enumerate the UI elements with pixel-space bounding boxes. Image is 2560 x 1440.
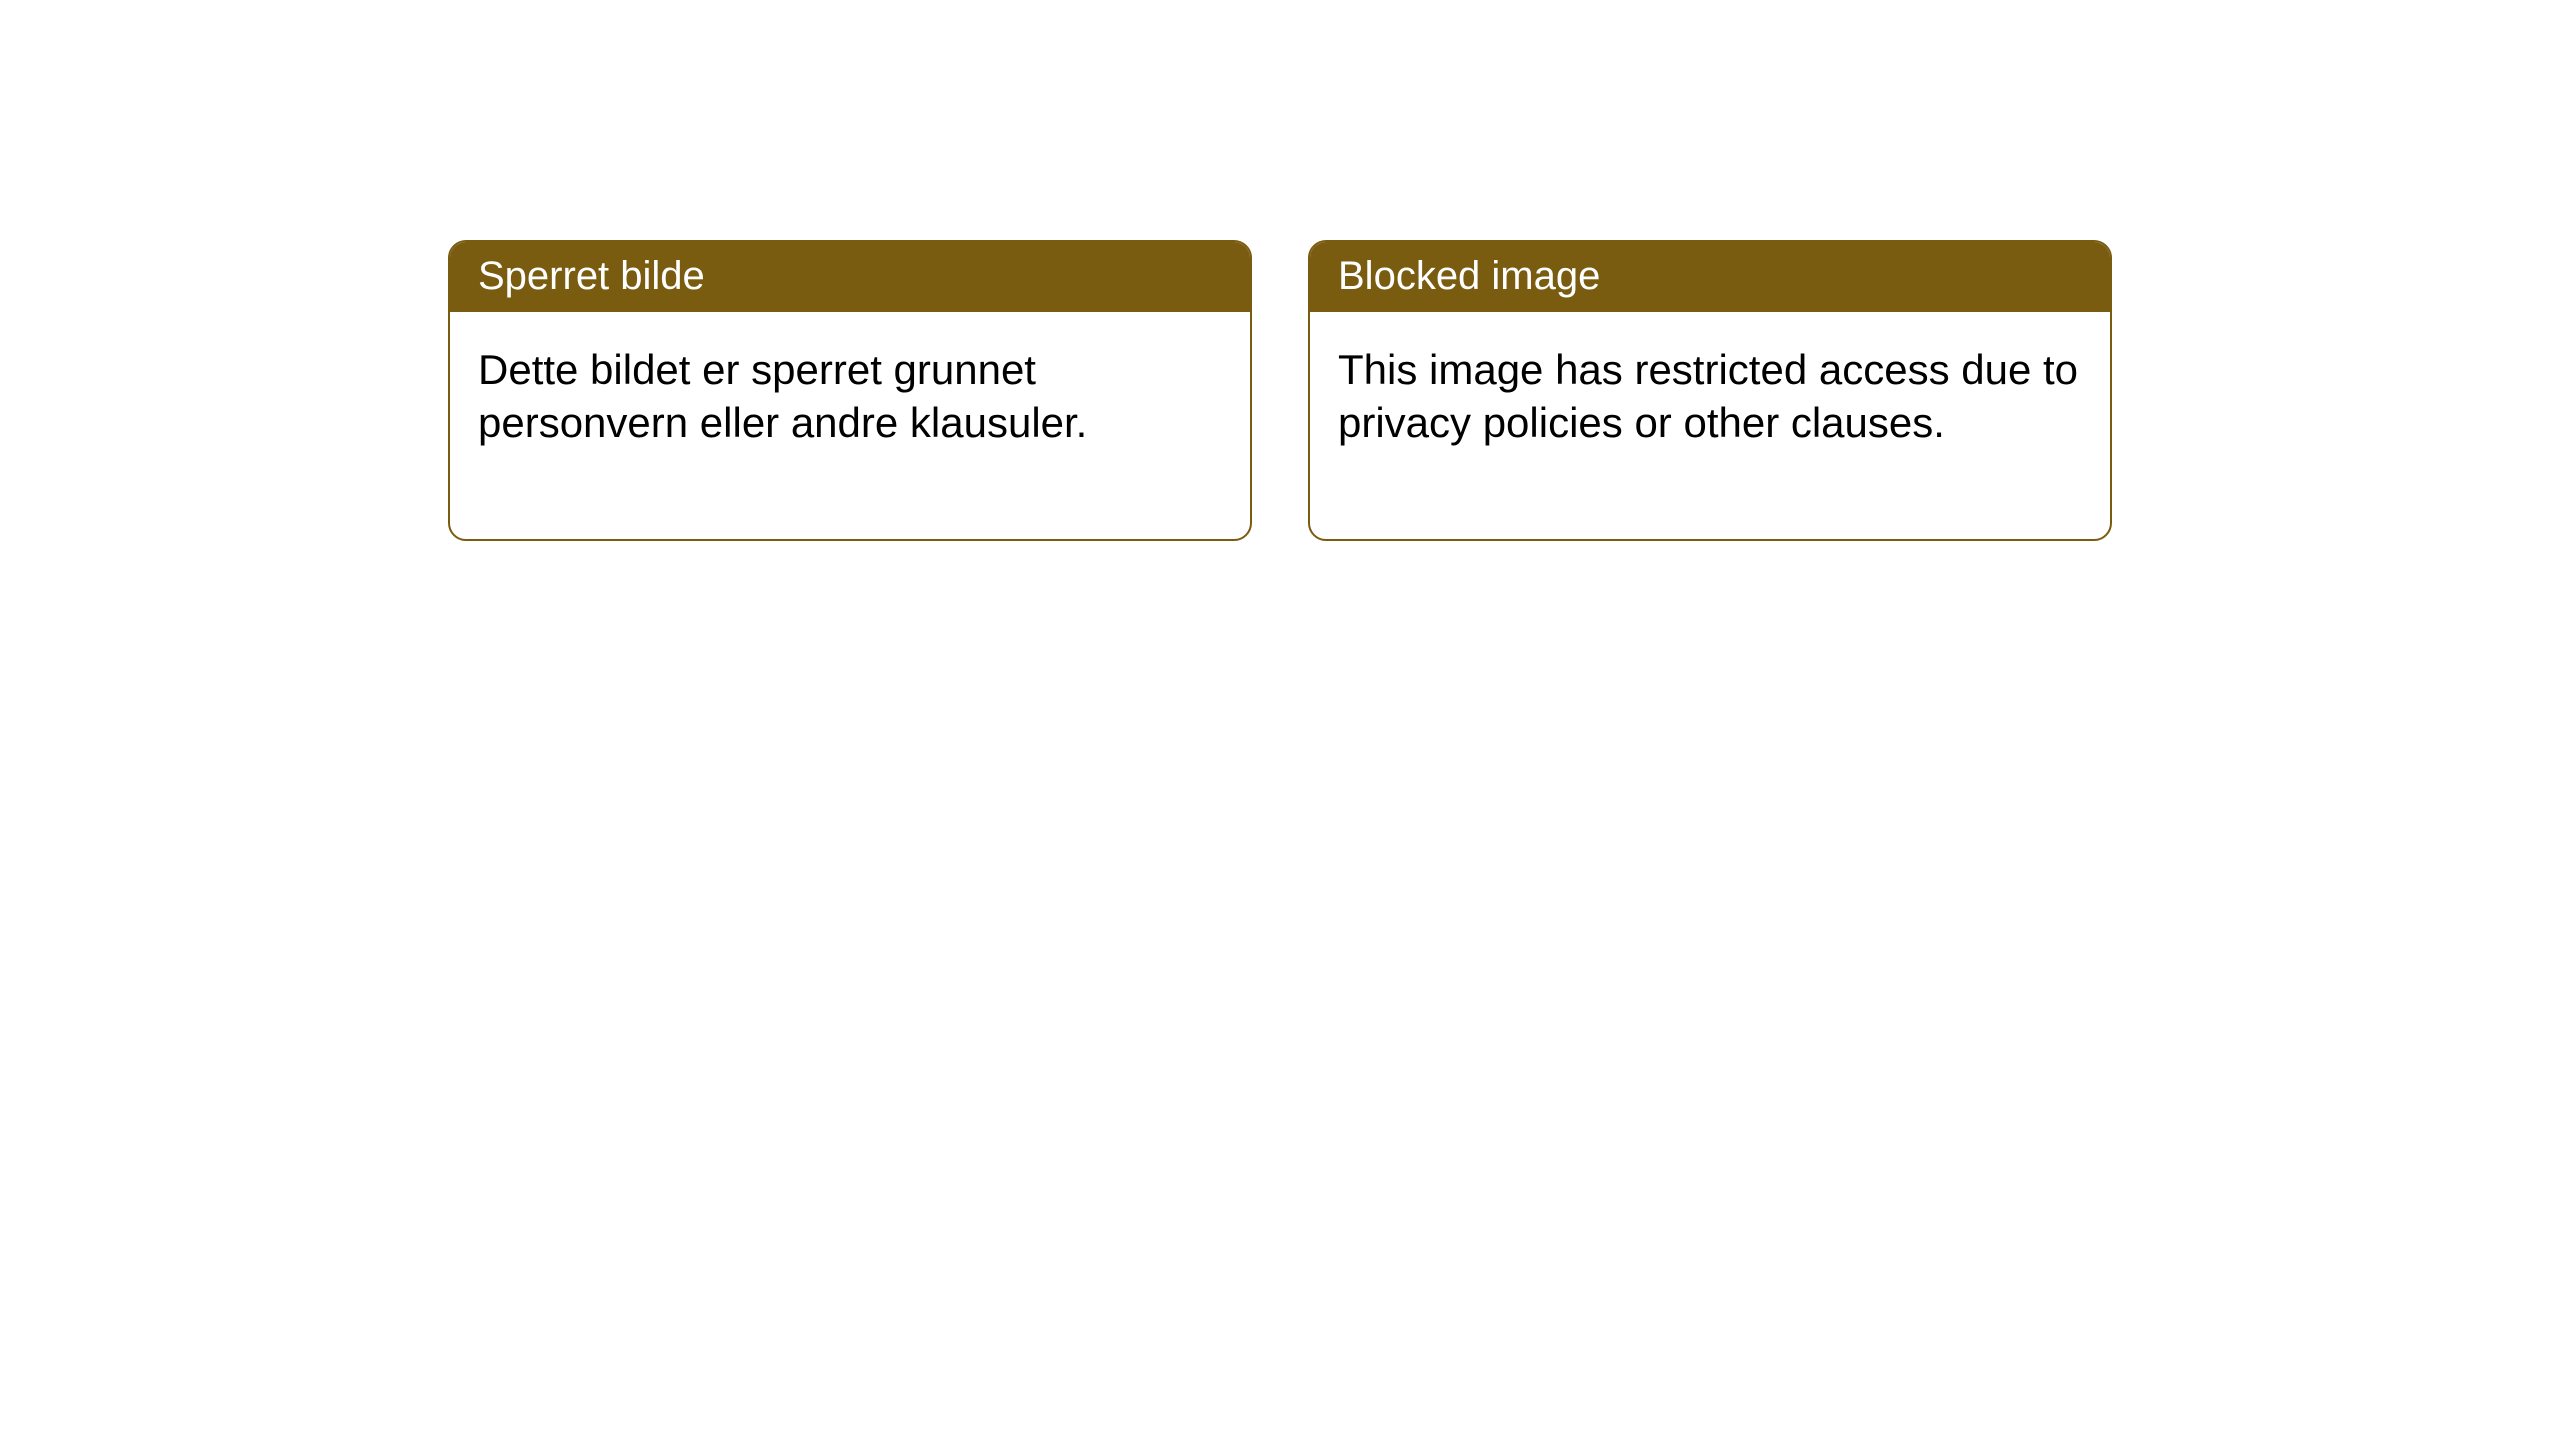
notice-header: Blocked image	[1310, 242, 2110, 312]
notice-container: Sperret bilde Dette bildet er sperret gr…	[0, 0, 2560, 541]
notice-card-english: Blocked image This image has restricted …	[1308, 240, 2112, 541]
notice-body-text: Dette bildet er sperret grunnet personve…	[478, 346, 1087, 446]
notice-card-norwegian: Sperret bilde Dette bildet er sperret gr…	[448, 240, 1252, 541]
notice-title: Blocked image	[1338, 254, 1600, 298]
notice-title: Sperret bilde	[478, 254, 705, 298]
notice-header: Sperret bilde	[450, 242, 1250, 312]
notice-body: This image has restricted access due to …	[1310, 312, 2110, 539]
notice-body: Dette bildet er sperret grunnet personve…	[450, 312, 1250, 539]
notice-body-text: This image has restricted access due to …	[1338, 346, 2078, 446]
